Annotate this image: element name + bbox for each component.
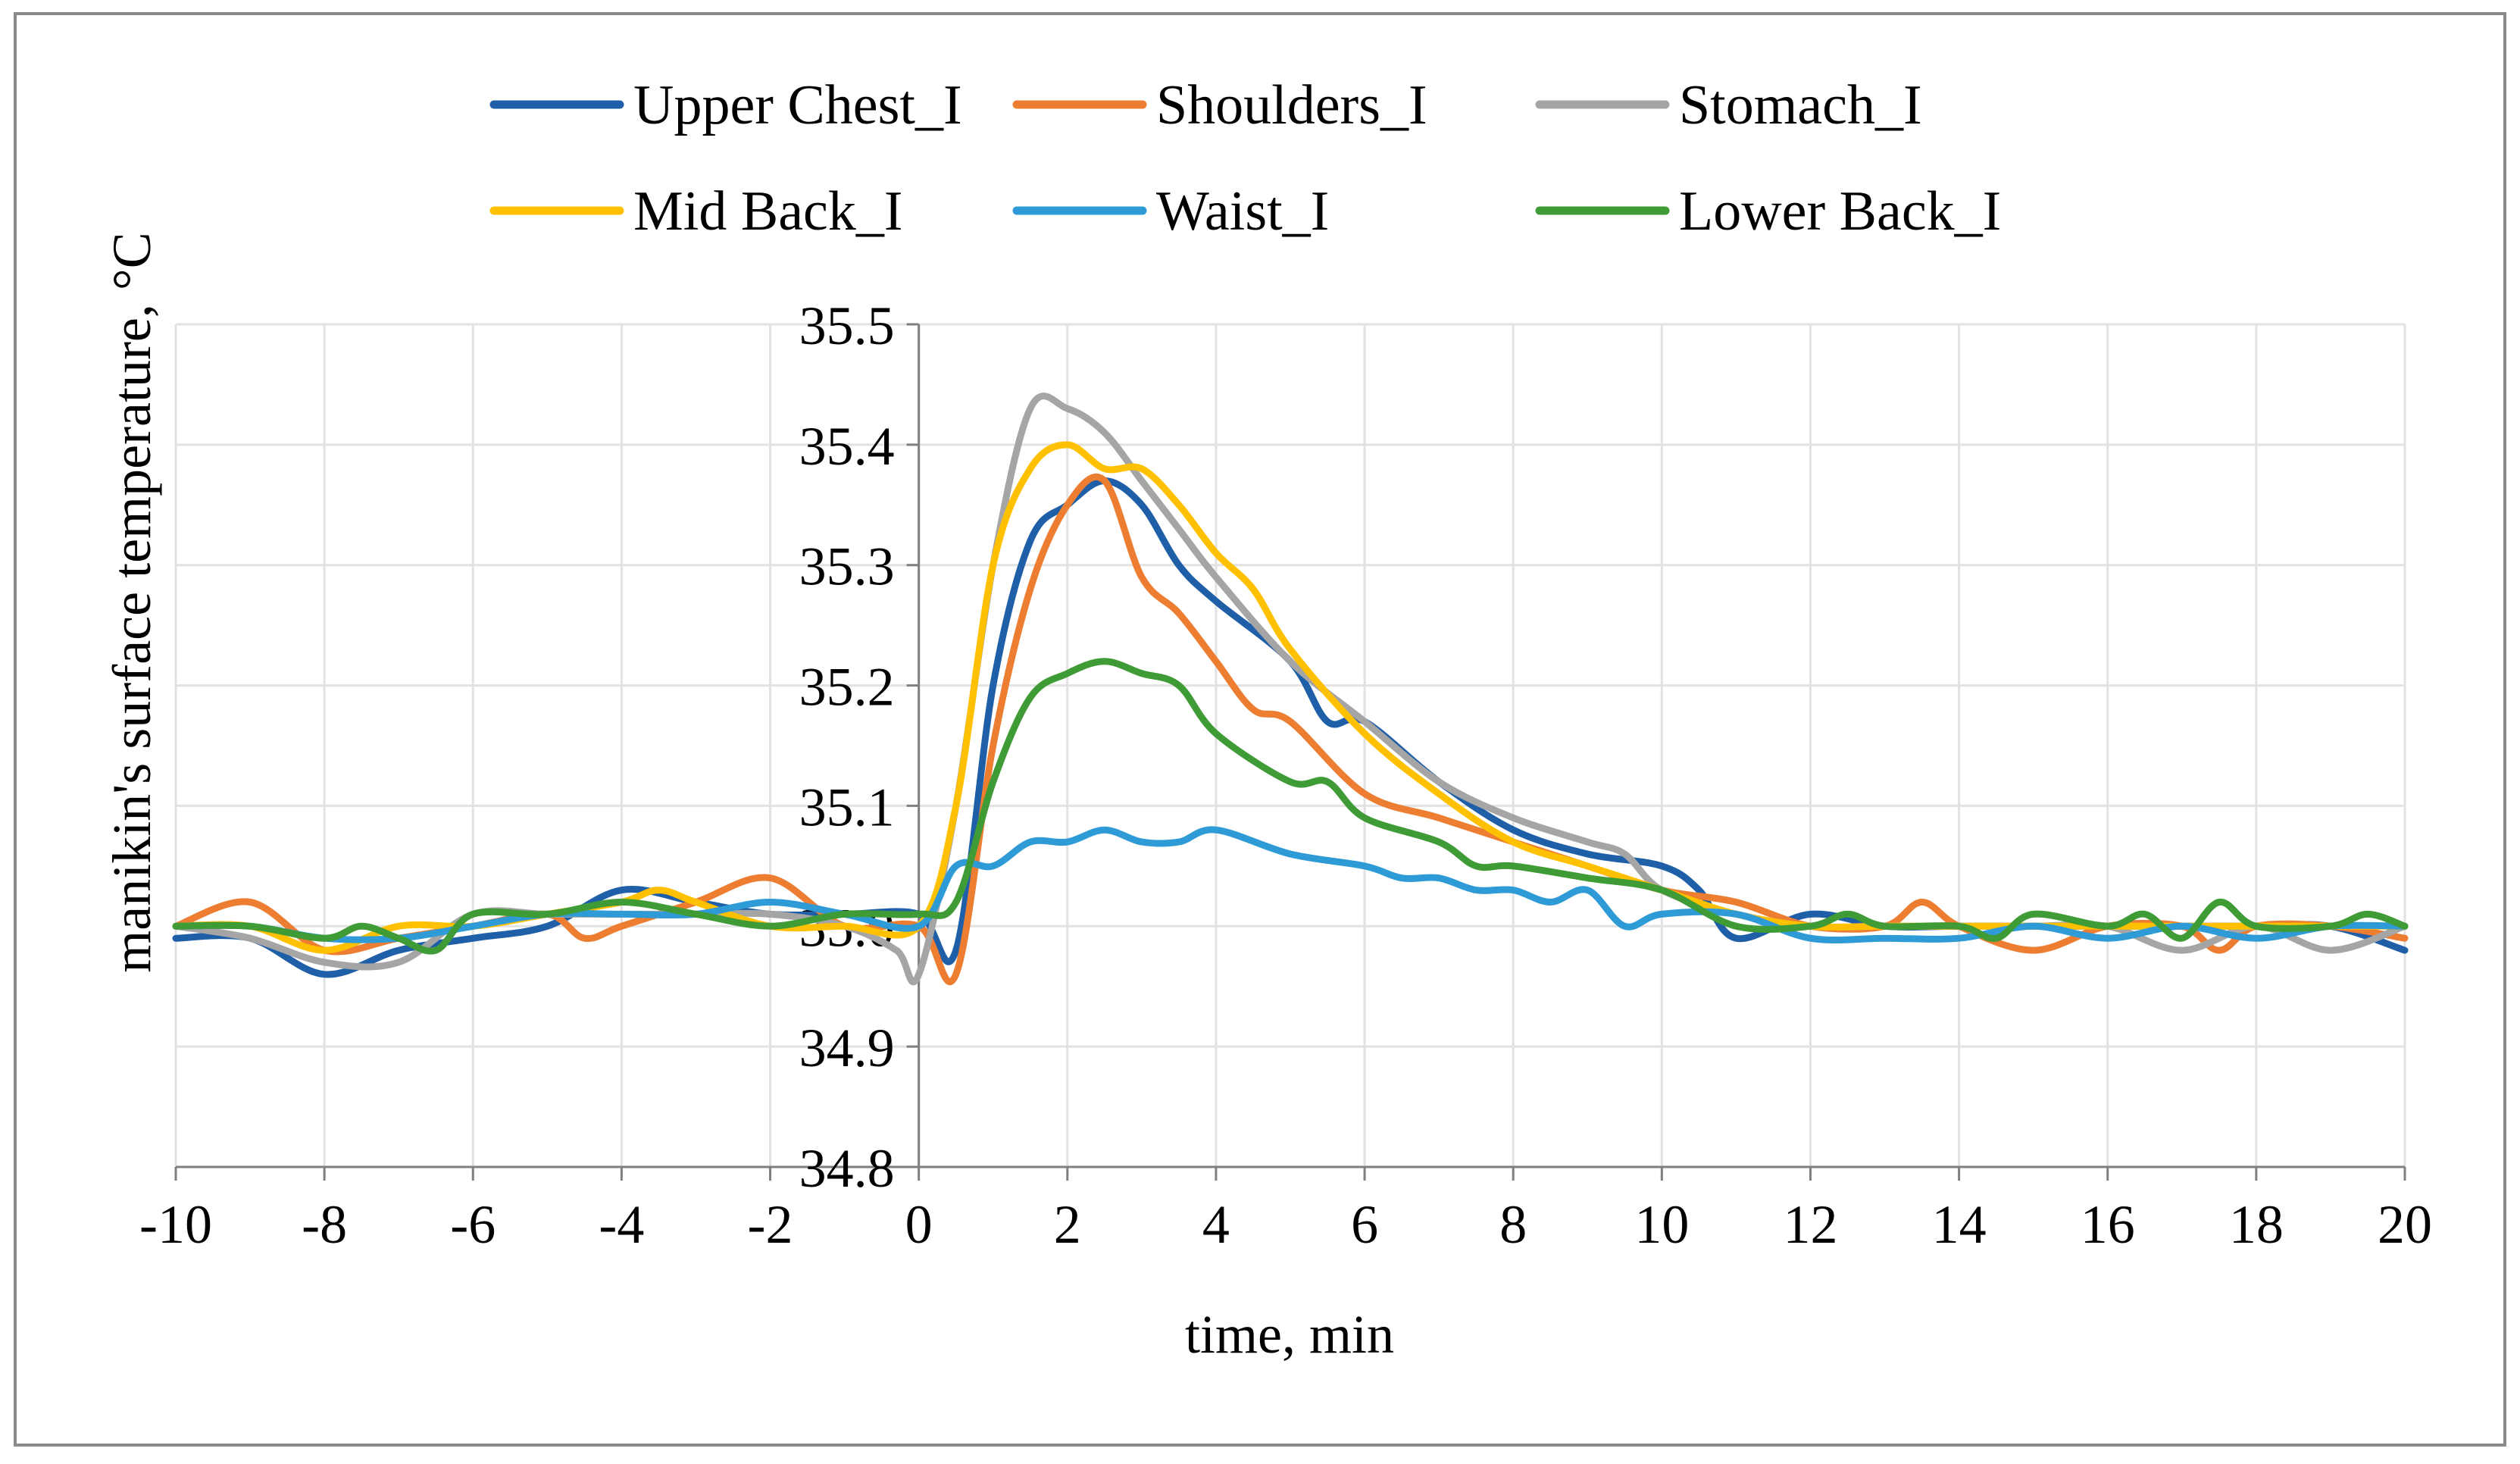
legend-label-lower-back-i: Lower Back_I [1679,180,2001,242]
y-tick-label: 35.2 [799,657,895,718]
x-tick-label: -8 [302,1194,347,1255]
x-tick-label: -4 [599,1194,644,1255]
x-tick-label: 6 [1351,1194,1378,1255]
y-tick-label: 34.9 [799,1018,895,1078]
y-axis-title: manikin's surface temperature, °C [102,232,162,972]
legend-label-stomach-i: Stomach_I [1679,74,1922,136]
x-tick-label: 16 [2081,1194,2135,1255]
x-tick-label: 8 [1499,1194,1527,1255]
y-tick-label: 35.4 [799,416,895,477]
y-tick-label: 35.1 [799,777,895,837]
x-tick-label: 20 [2378,1194,2432,1255]
y-tick-label: 34.8 [799,1138,895,1199]
x-axis-title: time, min [1185,1304,1394,1365]
legend-label-mid-back-i: Mid Back_I [633,180,903,242]
x-tick-label: 18 [2229,1194,2284,1255]
y-tick-label: 35.5 [799,296,895,356]
x-tick-label: 4 [1202,1194,1230,1255]
x-tick-label: 2 [1054,1194,1081,1255]
x-tick-label: 10 [1634,1194,1689,1255]
legend-label-upper-chest-i: Upper Chest_I [633,74,962,136]
x-tick-label: 0 [905,1194,933,1255]
chart-frame [14,12,2506,1447]
y-tick-label: 35.3 [799,536,895,597]
x-tick-label: -10 [139,1194,212,1255]
tick-labels: -10 -8 -6 -4 -2 0 2 4 6 8 10 12 14 16 18 2034.834.935.0… [139,296,2432,1255]
series-lines [172,393,2409,986]
legend: Upper Chest_I Shoulders_I Stomach_I Mid Bac… [489,74,2001,242]
x-tick-label: -6 [450,1194,496,1255]
legend-label-shoulders-i: Shoulders_I [1156,74,1427,136]
series-line-lower-back-i [172,658,2409,955]
x-tick-label: 12 [1783,1194,1837,1255]
grid-lines [174,323,2406,1168]
legend-label-waist-i: Waist_I [1156,180,1329,242]
x-tick-label: -2 [748,1194,793,1255]
x-tick-label: 14 [1932,1194,1987,1255]
